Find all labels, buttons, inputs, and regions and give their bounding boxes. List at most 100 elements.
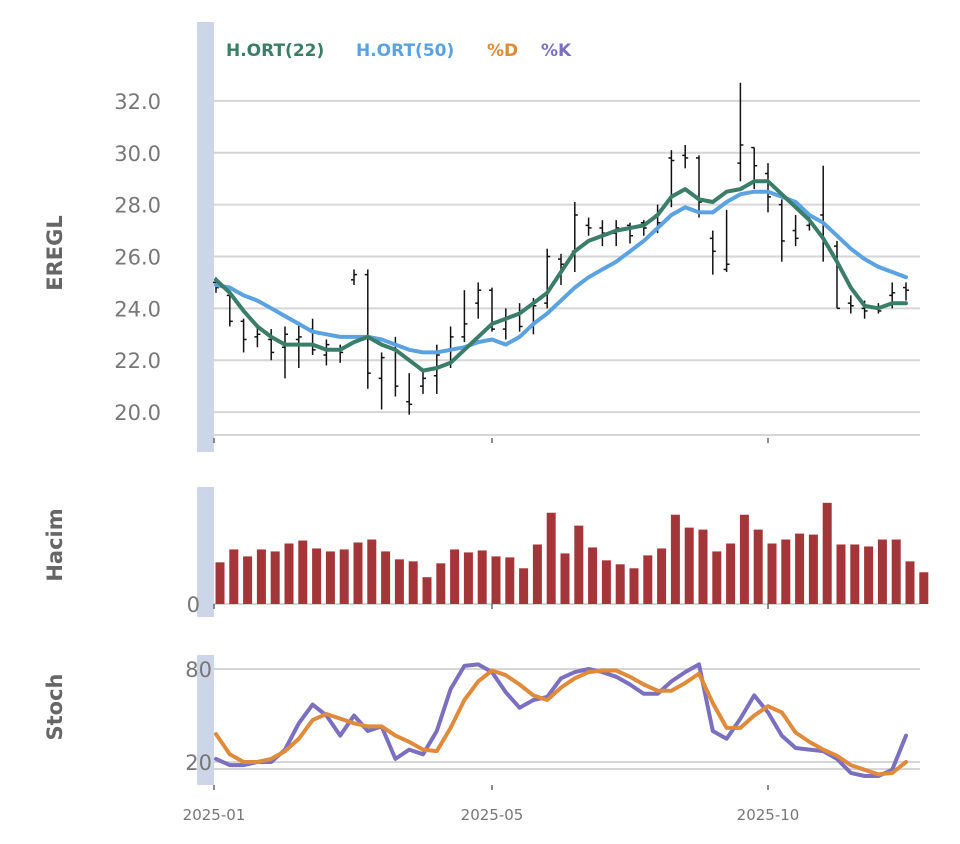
volume-bar [394,559,404,604]
ohlc-bar [420,370,426,394]
ohlc-bar [778,199,785,262]
legend-item: %D [487,41,518,61]
price-ylabel: EREGL [43,215,67,290]
volume-bar [574,525,584,604]
volume-bar [229,549,239,604]
volume-bar [781,539,791,604]
volume-bar [726,543,736,604]
price-tick-label: 24.0 [114,297,161,321]
stoch-axis-strip [197,655,214,785]
volume-bar [491,556,501,604]
x-tick-label: 2025-10 [737,806,800,824]
ohlc-bar [834,240,840,310]
volume-bar [877,539,887,604]
ohlc-bar [847,295,854,314]
ohlc-bar [406,373,413,415]
ohlc-bar [461,290,468,343]
volume-bar [436,563,446,604]
x-axis-ticks: 2025-01 2025-05 2025-10 [183,438,800,824]
volume-bar [657,548,667,604]
price-axis-strip [197,22,214,452]
ohlc-bar [640,220,647,236]
ohlc-bar [696,155,702,218]
ohlc-bar [709,230,716,275]
ohlc-bar [282,326,288,379]
volume-bar [643,555,653,604]
price-yticks: 20.0 22.0 24.0 26.0 28.0 30.0 32.0 [114,90,161,425]
ohlc-bar [268,329,275,361]
volume-bar [215,562,225,604]
stoch-ylabel: Stoch [43,674,67,741]
volume-yticks: 0 [187,593,200,617]
stoch-tick-label: 80 [185,658,212,682]
price-tick-label: 28.0 [114,194,161,218]
x-tick-label: 2025-01 [183,806,246,824]
volume-bar [891,539,901,604]
price-tick-label: 20.0 [114,401,161,425]
volume-bar [477,550,487,604]
ohlc-bar [378,352,385,410]
volume-bar [795,533,805,604]
ohlc-bar [682,144,689,169]
ohlc-bar [723,209,730,273]
ohlc-bar [502,308,509,340]
volume-bar [519,568,529,604]
volume-bar [505,557,515,604]
volume-bar [463,552,473,604]
volume-bar [601,560,611,604]
ohlc-bar [351,269,357,286]
volume-bar [256,549,266,604]
volume-bar [284,543,294,604]
volume-bar [339,549,349,604]
x-tick-label: 2025-05 [461,806,524,824]
volume-bar [353,542,363,604]
volume-bar [905,561,915,604]
volume-bar [532,544,542,604]
volume-tick-label: 0 [187,593,200,617]
stoch-grid [214,668,920,770]
volume-bar [808,534,818,604]
ohlc-bar [364,269,371,389]
volume-bar [836,544,846,604]
ma22-line [214,179,908,373]
volume-bar [422,577,432,604]
volume-bar [712,551,722,604]
price-tick-label: 26.0 [114,245,161,269]
volume-bar [684,527,694,604]
ohlc-bar [792,214,799,247]
ohlc-bar [475,282,482,319]
ohlc-bars [213,82,909,415]
volume-bar [450,549,460,604]
volume-bar [615,564,625,604]
volume-bar [919,572,929,604]
price-tick-label: 30.0 [114,142,161,166]
legend-item: %K [541,41,572,61]
volume-bar [753,529,763,604]
ohlc-bar [544,248,551,309]
ohlc-bar [585,217,592,236]
ohlc-bar [240,318,247,353]
volume-bar [298,540,308,604]
legend-item: H.ORT(50) [356,41,454,61]
legend: H.ORT(22) H.ORT(50) %D %K [226,41,572,61]
volume-bar [767,543,777,604]
ohlc-bar [323,339,330,366]
price-tick-label: 32.0 [114,90,161,114]
ohlc-bar [309,318,316,356]
volume-bar [698,529,708,604]
price-tick-label: 22.0 [114,349,161,373]
volume-bar [243,556,253,604]
ohlc-bar [765,163,771,213]
volume-bar [381,551,391,604]
volume-ylabel: Hacim [43,508,67,581]
volume-bar [367,539,377,604]
volume-bar [670,514,680,604]
volume-bars [215,502,929,604]
volume-bar [325,551,335,604]
ohlc-bar [737,82,744,182]
legend-item: H.ORT(22) [226,41,324,61]
volume-bar [408,561,418,604]
volume-axis-strip [197,487,214,617]
volume-bar [850,544,860,604]
